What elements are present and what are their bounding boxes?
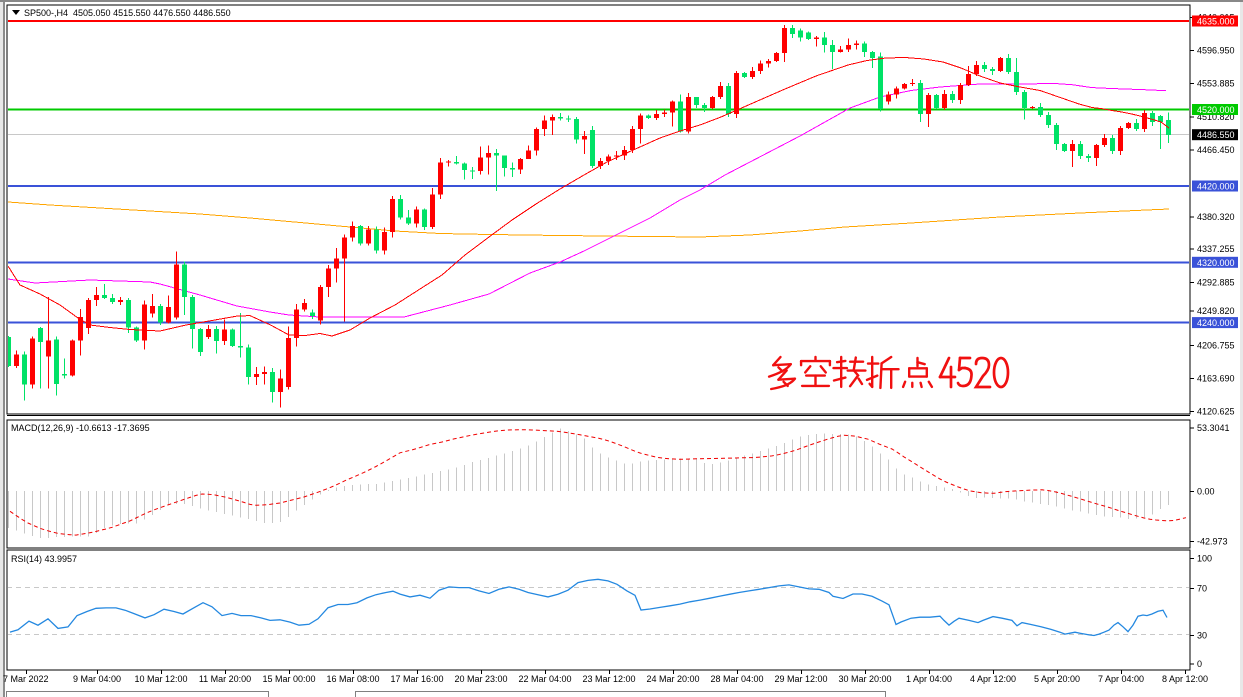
svg-text:4292.885: 4292.885 [1197,278,1235,288]
svg-text:16 Mar 08:00: 16 Mar 08:00 [326,674,379,684]
svg-text:4520.000: 4520.000 [1197,105,1235,115]
svg-text:8 Apr 12:00: 8 Apr 12:00 [1162,674,1208,684]
svg-text:5 Apr 20:00: 5 Apr 20:00 [1034,674,1080,684]
svg-text:4635.000: 4635.000 [1197,17,1235,27]
svg-text:4320.000: 4320.000 [1197,258,1235,268]
svg-text:4120.625: 4120.625 [1197,407,1235,417]
svg-text:4 Apr 12:00: 4 Apr 12:00 [970,674,1016,684]
svg-text:7 Apr 04:00: 7 Apr 04:00 [1098,674,1144,684]
svg-text:SP500-,H4 4505.050 4515.550 4: SP500-,H4 4505.050 4515.550 4476.550 448… [24,8,231,18]
svg-text:30 Mar 20:00: 30 Mar 20:00 [838,674,891,684]
svg-text:20 Mar 23:00: 20 Mar 23:00 [454,674,507,684]
svg-text:4553.885: 4553.885 [1197,79,1235,89]
svg-text:0: 0 [1197,659,1202,669]
svg-text:53.3041: 53.3041 [1197,423,1230,433]
svg-text:9 Mar 04:00: 9 Mar 04:00 [73,674,121,684]
svg-text:1 Apr 04:00: 1 Apr 04:00 [906,674,952,684]
svg-text:-42.973: -42.973 [1197,537,1228,547]
svg-text:4486.550: 4486.550 [1197,130,1235,140]
svg-text:70: 70 [1197,584,1207,594]
svg-text:0.00: 0.00 [1197,487,1215,497]
svg-text:29 Mar 12:00: 29 Mar 12:00 [774,674,827,684]
svg-text:4510.820: 4510.820 [1197,112,1235,122]
svg-text:4420.000: 4420.000 [1197,182,1235,192]
svg-text:4596.950: 4596.950 [1197,46,1235,56]
svg-text:11 Mar 20:00: 11 Mar 20:00 [199,674,251,684]
svg-text:4337.255: 4337.255 [1197,244,1235,254]
svg-text:4380.320: 4380.320 [1197,212,1235,222]
svg-text:28 Mar 04:00: 28 Mar 04:00 [710,674,763,684]
svg-text:RSI(14) 43.9957: RSI(14) 43.9957 [11,554,77,564]
svg-text:4206.755: 4206.755 [1197,341,1235,351]
svg-text:4163.690: 4163.690 [1197,374,1235,384]
svg-text:24 Mar 20:00: 24 Mar 20:00 [646,674,699,684]
svg-text:4240.000: 4240.000 [1197,318,1235,328]
svg-text:15 Mar 00:00: 15 Mar 00:00 [262,674,315,684]
svg-text:22 Mar 04:00: 22 Mar 04:00 [518,674,571,684]
svg-text:4466.450: 4466.450 [1197,145,1235,155]
svg-text:4249.820: 4249.820 [1197,306,1235,316]
svg-text:17 Mar 16:00: 17 Mar 16:00 [390,674,443,684]
svg-text:30: 30 [1197,631,1207,641]
svg-text:7 Mar 2022: 7 Mar 2022 [3,674,49,684]
svg-text:23 Mar 12:00: 23 Mar 12:00 [582,674,635,684]
svg-text:MACD(12,26,9) -10.6613 -17.369: MACD(12,26,9) -10.6613 -17.3695 [11,423,150,433]
svg-text:10 Mar 12:00: 10 Mar 12:00 [134,674,187,684]
svg-text:100: 100 [1197,554,1212,564]
